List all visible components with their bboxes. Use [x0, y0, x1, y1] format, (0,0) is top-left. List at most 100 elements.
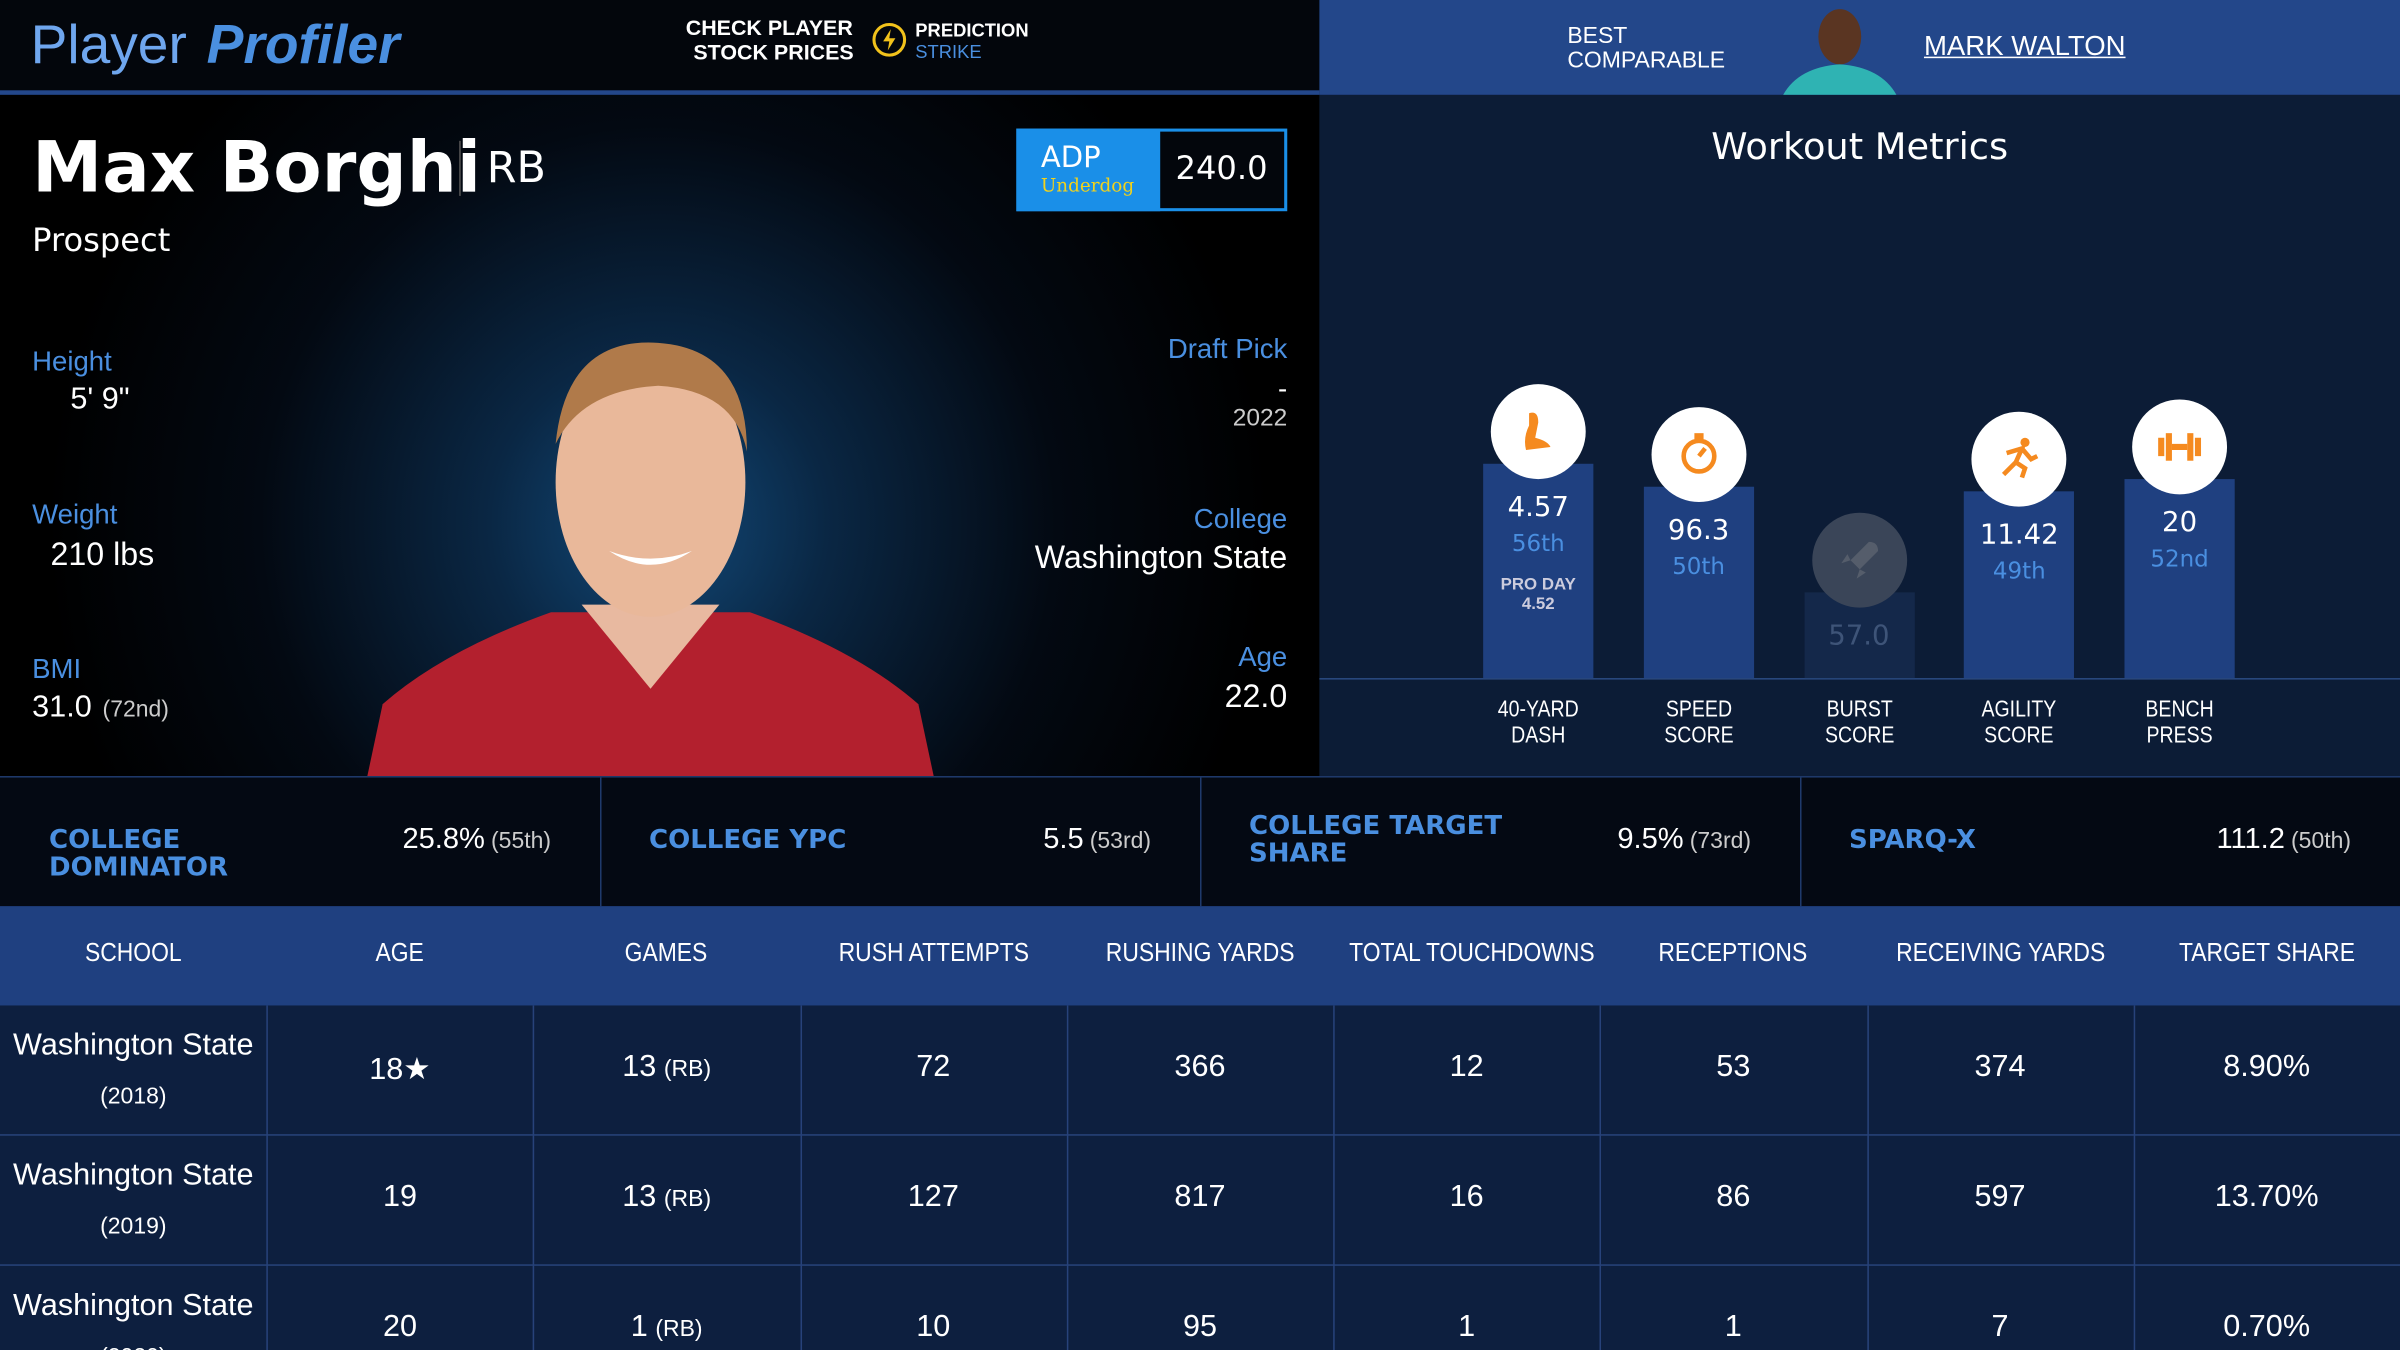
stat-label: COLLEGE TARGET SHARE [1248, 811, 1503, 870]
table-cell: 1 (RB) [533, 1310, 800, 1345]
promo-line1[interactable]: CHECK PLAYER [685, 15, 853, 40]
metric-label: PRESS [2146, 722, 2213, 749]
cell-value: 13 [622, 1180, 657, 1214]
metric-icon [2132, 399, 2228, 495]
table-cell: 8.90% [2223, 1049, 2311, 1084]
table-cell: 1 [1458, 1310, 1476, 1344]
metric-icon [1651, 407, 1747, 503]
table-col-divider [1866, 1005, 1869, 1350]
promo-brand1[interactable]: PREDICTION [915, 19, 1029, 42]
stat-value: 5.5 (53rd) [1043, 823, 1151, 857]
hair [555, 342, 747, 452]
comparable-name[interactable]: MARK WALTON [1923, 30, 2126, 62]
table-cell: 53 [1716, 1049, 1751, 1084]
metric-label: SCORE [1824, 722, 1894, 749]
stat-rank: (73rd) [1689, 828, 1752, 855]
stat-rank: (50th) [2291, 828, 2352, 855]
adp-source: Underdog [1040, 174, 1135, 196]
cell-note: (RB) [655, 1316, 703, 1343]
stat-label: COLLEGE YPC [648, 824, 847, 856]
age-label: Age [1238, 641, 1288, 672]
cell-note: (RB) [663, 1056, 712, 1083]
college-value: Washington State [1034, 540, 1288, 576]
comparable-face [1818, 9, 1862, 65]
neck [581, 604, 720, 689]
cell-note: (RB) [663, 1186, 712, 1213]
jersey [367, 612, 934, 777]
table-header: RECEIVING YARDS [1895, 938, 2105, 968]
school-year: (2020) [0, 1344, 267, 1350]
college-label: College [1193, 503, 1288, 535]
bmi-value: 31.0 [32, 690, 92, 724]
metric-bar [1964, 490, 2075, 679]
adp-label: ADP [1040, 140, 1101, 175]
promo-brand2[interactable]: STRIKE [915, 41, 982, 63]
weight-label: Weight [32, 498, 118, 530]
table-header: GAMES [625, 938, 709, 968]
cell-value: 13 [622, 1049, 657, 1084]
comparable-line1: BEST [1567, 22, 1628, 49]
stat-number: 9.5% [1617, 823, 1684, 856]
table-cell: 13 (RB) [533, 1050, 800, 1085]
metric-extra2: 4.52 [1521, 595, 1555, 614]
table-col-divider [1333, 1005, 1335, 1350]
metric-value: 11.42 [1979, 518, 2059, 551]
promo-line2[interactable]: STOCK PRICES [693, 39, 854, 65]
height-value: 5' 9" [70, 382, 130, 417]
logo-profiler[interactable]: Profiler [206, 12, 400, 75]
metric-label: 40-YARD [1497, 696, 1579, 723]
metric-icon-glyph [1524, 412, 1551, 450]
table-cell: 10 [916, 1310, 951, 1344]
draft-pick: - [1278, 373, 1288, 405]
table-cell: 72 [916, 1049, 951, 1084]
table-row-divider [0, 1264, 2400, 1266]
stat-rank: (55th) [491, 828, 552, 855]
metric-value: 96.3 [1667, 514, 1730, 547]
stat-value: 111.2 (50th) [2216, 823, 2351, 857]
table-cell: 374 [1974, 1049, 2026, 1084]
table-col-divider [2133, 1005, 2135, 1350]
metric-label: BENCH [2145, 696, 2214, 723]
table-header: AGE [375, 938, 425, 968]
table-cell: 18★ [369, 1053, 431, 1087]
table-cell: 1 [1724, 1310, 1742, 1344]
school-name: Washington State [13, 1028, 254, 1063]
draft-label: Draft Pick [1167, 333, 1288, 365]
metric-label: SPEED [1665, 696, 1732, 723]
metric-percentile: 50th [1672, 552, 1725, 581]
logo-player[interactable]: Player [30, 12, 187, 75]
metric-percentile: 52nd [2150, 544, 2209, 573]
metric-extra1: PRO DAY [1500, 575, 1576, 594]
top-bar-left [0, 0, 1320, 91]
face [555, 347, 746, 617]
table-col-divider [266, 1005, 269, 1350]
bmi-label: BMI [32, 653, 82, 685]
metric-icon-glyph [2002, 436, 2039, 478]
table-col-divider [799, 1005, 802, 1350]
comparable-photo [1783, 9, 1897, 95]
stat-divider [1199, 777, 1202, 907]
table-cell: 366 [1174, 1049, 1226, 1084]
stat-number: 5.5 [1043, 823, 1084, 856]
draft-year: 2022 [1232, 405, 1288, 432]
school-year: (2018) [100, 1083, 167, 1110]
table-body-bg [0, 1005, 2400, 1350]
table-cell: 13 (RB) [533, 1180, 800, 1215]
table-cell: 20 [382, 1310, 418, 1344]
metric-value: 57.0 [1828, 619, 1890, 653]
stat-divider [1799, 777, 1802, 907]
metric-value: 20 [2162, 506, 2198, 539]
stat-number: 111.2 [2216, 823, 2285, 856]
table-cell: 597 [1974, 1180, 2026, 1214]
stat-divider [599, 777, 602, 907]
metric-value: 4.57 [1507, 491, 1569, 524]
table-cell: 86 [1716, 1180, 1751, 1214]
table-col-divider [1066, 1005, 1069, 1350]
metric-label: BURST [1825, 696, 1893, 723]
cell-value: 1 [630, 1310, 648, 1344]
workout-baseline [1319, 678, 2400, 680]
table-cell: 16 [1449, 1180, 1484, 1214]
metric-label: SCORE [1984, 722, 2054, 749]
table-cell: 12 [1449, 1049, 1484, 1084]
